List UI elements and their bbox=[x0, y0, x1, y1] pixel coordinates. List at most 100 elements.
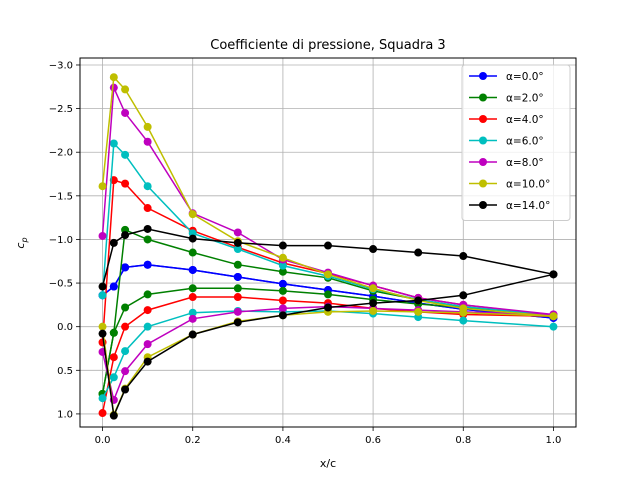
data-point-upper bbox=[143, 182, 152, 191]
data-point-lower bbox=[459, 291, 468, 300]
data-point-upper bbox=[233, 228, 242, 237]
series-6 bbox=[98, 224, 558, 420]
legend-marker bbox=[479, 115, 487, 123]
x-tick-label: 0.2 bbox=[185, 435, 201, 446]
legend-marker bbox=[479, 136, 487, 145]
data-point-lower bbox=[188, 314, 197, 323]
data-point-lower bbox=[459, 316, 468, 325]
data-point-upper bbox=[233, 260, 242, 269]
data-point-lower bbox=[278, 304, 287, 313]
data-point-upper bbox=[414, 248, 423, 257]
data-point-lower bbox=[98, 329, 107, 338]
data-point-upper bbox=[109, 73, 118, 82]
x-tick-label: 0.4 bbox=[275, 435, 291, 446]
data-point-upper bbox=[188, 210, 197, 219]
y-tick-label: −2.0 bbox=[49, 148, 73, 159]
data-point-upper bbox=[369, 245, 378, 254]
y-tick-label: 1.0 bbox=[57, 409, 73, 420]
x-tick-label: 0.6 bbox=[365, 435, 381, 446]
data-point-lower bbox=[143, 306, 152, 315]
data-point-lower bbox=[414, 307, 423, 316]
data-point-upper bbox=[98, 231, 107, 240]
legend-label: α=6.0° bbox=[506, 136, 544, 148]
data-point-upper bbox=[121, 85, 130, 94]
data-point-upper bbox=[98, 282, 107, 291]
data-point-lower bbox=[121, 385, 130, 394]
data-point-lower bbox=[109, 282, 118, 291]
data-point-lower bbox=[98, 394, 107, 403]
data-point-upper bbox=[278, 267, 287, 276]
series-group bbox=[98, 73, 558, 420]
data-point-lower bbox=[109, 328, 118, 337]
chart-title: Coefficiente di pressione, Squadra 3 bbox=[210, 38, 445, 53]
data-point-lower bbox=[233, 307, 242, 316]
y-tick-label: −3.0 bbox=[49, 60, 73, 71]
data-point-upper bbox=[121, 231, 130, 240]
x-tick-label: 0.8 bbox=[455, 435, 471, 446]
data-point-upper bbox=[233, 245, 242, 254]
y-tick-label: 0.0 bbox=[57, 322, 73, 333]
y-tick-label: −1.5 bbox=[49, 191, 73, 202]
y-tick-label: −0.5 bbox=[49, 279, 73, 290]
data-point-upper bbox=[143, 235, 152, 244]
data-point-upper bbox=[233, 238, 242, 247]
x-axis: 0.0 0.2 0.4 0.6 0.8 1.0 bbox=[95, 427, 562, 446]
data-point-lower bbox=[109, 411, 118, 420]
data-point-upper bbox=[109, 83, 118, 92]
data-point-lower bbox=[278, 286, 287, 295]
data-point-lower bbox=[324, 290, 332, 299]
data-point-upper bbox=[324, 270, 332, 279]
legend-marker bbox=[479, 158, 487, 166]
x-axis-label: x/c bbox=[320, 457, 336, 470]
data-point-upper bbox=[109, 238, 118, 247]
data-point-lower bbox=[121, 347, 130, 356]
data-point-lower bbox=[188, 330, 197, 339]
data-point-upper bbox=[188, 248, 197, 257]
data-point-lower bbox=[143, 322, 152, 331]
series-line-lower bbox=[101, 273, 554, 419]
data-point-upper bbox=[188, 234, 197, 243]
data-point-lower bbox=[98, 322, 107, 331]
y-axis-label: cp bbox=[14, 237, 29, 248]
data-point-lower bbox=[233, 293, 242, 302]
data-point-lower bbox=[549, 312, 558, 321]
data-point-lower bbox=[459, 308, 468, 317]
legend-label: α=8.0° bbox=[506, 157, 544, 169]
data-point-lower bbox=[143, 340, 152, 349]
data-point-upper bbox=[278, 261, 287, 270]
data-point-lower bbox=[188, 308, 197, 317]
legend-box bbox=[461, 64, 571, 221]
data-point-lower bbox=[233, 318, 242, 327]
data-point-upper bbox=[278, 253, 287, 262]
y-tick-label: 0.5 bbox=[57, 366, 73, 377]
plot-frame bbox=[79, 57, 577, 428]
legend-label: α=10.0° bbox=[506, 179, 550, 191]
data-point-upper bbox=[121, 150, 130, 159]
data-point-lower bbox=[549, 270, 558, 279]
data-point-lower bbox=[109, 373, 118, 382]
data-point-upper bbox=[143, 204, 152, 213]
data-point-upper bbox=[278, 241, 287, 250]
data-point-lower bbox=[549, 322, 558, 331]
data-point-upper bbox=[121, 108, 130, 117]
data-point-upper bbox=[121, 179, 130, 188]
data-point-lower bbox=[278, 279, 287, 288]
x-tick-label: 1.0 bbox=[546, 435, 562, 446]
data-point-upper bbox=[369, 284, 378, 293]
legend-marker bbox=[479, 93, 487, 102]
data-point-upper bbox=[324, 241, 332, 250]
data-point-upper bbox=[98, 182, 107, 191]
series-line-lower bbox=[101, 305, 554, 403]
data-point-lower bbox=[188, 293, 197, 302]
data-point-lower bbox=[121, 263, 130, 272]
legend-label: α=4.0° bbox=[506, 114, 544, 126]
data-point-lower bbox=[369, 306, 378, 315]
data-point-lower bbox=[143, 290, 152, 299]
legend-label: α=2.0° bbox=[506, 93, 544, 105]
data-point-lower bbox=[233, 284, 242, 293]
data-point-upper bbox=[109, 139, 118, 148]
data-point-lower bbox=[98, 409, 107, 418]
data-point-upper bbox=[143, 224, 152, 233]
legend-label: α=14.0° bbox=[506, 200, 550, 212]
